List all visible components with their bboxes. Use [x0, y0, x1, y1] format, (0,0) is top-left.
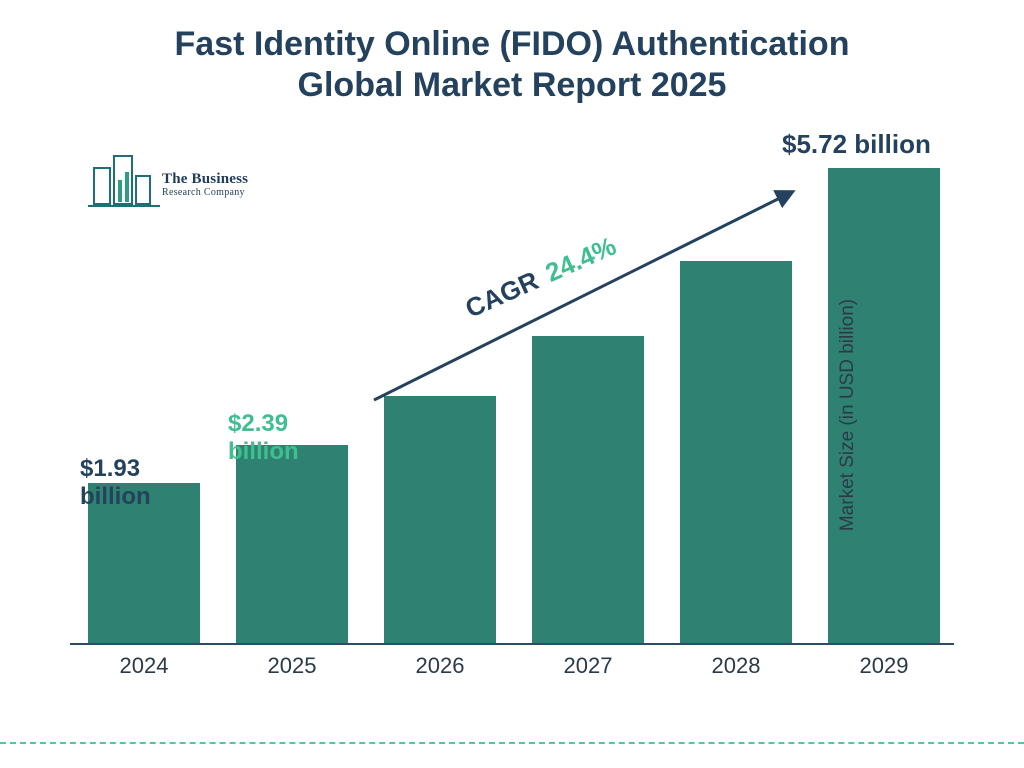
bar [680, 261, 792, 643]
title-line-1: Fast Identity Online (FIDO) Authenticati… [0, 24, 1024, 65]
chart-title: Fast Identity Online (FIDO) Authenticati… [0, 24, 1024, 106]
bar [384, 396, 496, 643]
y-axis-label: Market Size (in USD billion) [837, 299, 859, 531]
value-callout-2024: $1.93 billion [80, 455, 151, 510]
title-line-2: Global Market Report 2025 [0, 65, 1024, 106]
bar-chart: 2024 2025 2026 2027 2028 2029 Market Size (in… [70, 145, 954, 685]
x-axis-tick-label: 2025 [236, 653, 348, 679]
dashed-divider [0, 742, 1024, 744]
bars-container [70, 145, 954, 643]
x-axis-tick-label: 2024 [88, 653, 200, 679]
bar [236, 445, 348, 643]
value-callout-2029: $5.72 billion [782, 130, 931, 160]
callout-line-1: $1.93 [80, 455, 140, 482]
x-axis-tick-label: 2028 [680, 653, 792, 679]
value-callout-2025: $2.39 billion [228, 410, 299, 465]
xlabels-container: 2024 2025 2026 2027 2028 2029 [70, 647, 954, 685]
callout-line-2: billion [80, 483, 151, 510]
bar [532, 336, 644, 643]
x-axis-tick-label: 2026 [384, 653, 496, 679]
x-axis-tick-label: 2027 [532, 653, 644, 679]
x-axis-line [70, 643, 954, 645]
callout-line-1: $2.39 [228, 410, 288, 437]
callout-line-2: billion [228, 438, 299, 465]
page-root: Fast Identity Online (FIDO) Authenticati… [0, 0, 1024, 768]
x-axis-tick-label: 2029 [828, 653, 940, 679]
